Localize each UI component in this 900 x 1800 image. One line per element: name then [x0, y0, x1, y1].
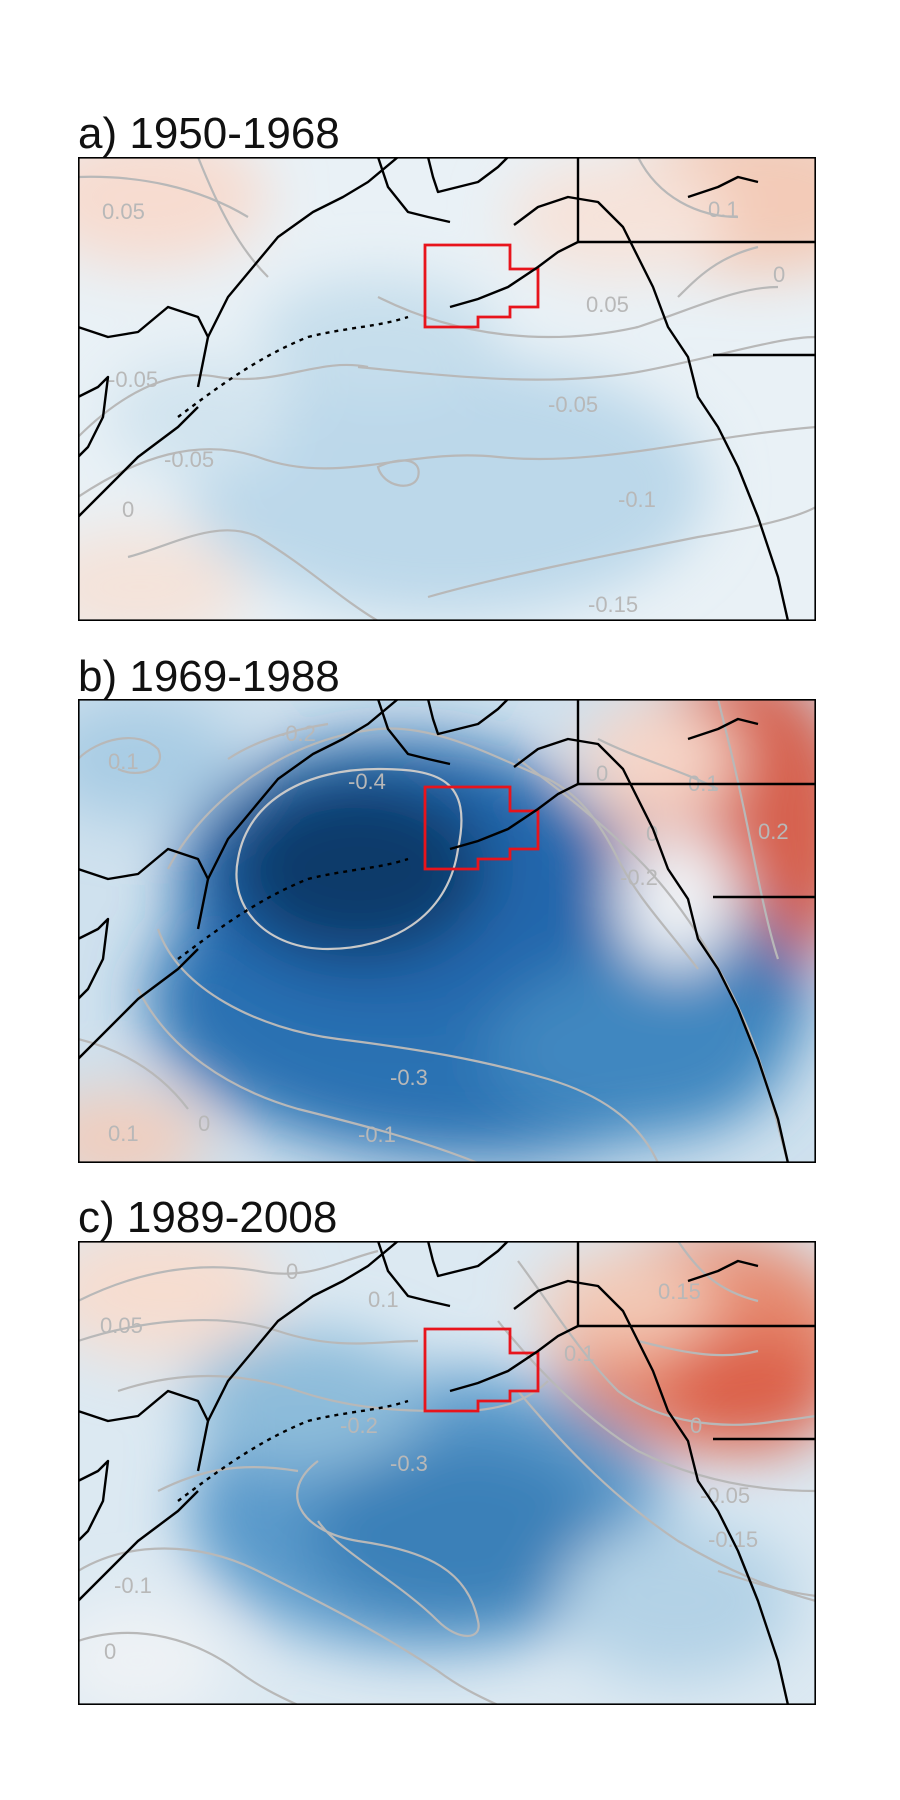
- map-frame: [78, 699, 816, 1163]
- svg-text:0: 0: [773, 262, 785, 287]
- svg-text:0: 0: [596, 761, 608, 786]
- anomaly-field: [78, 1241, 816, 1705]
- peninsula-coast: [449, 240, 579, 309]
- svg-text:-0.2: -0.2: [278, 721, 316, 746]
- svg-text:-0.15: -0.15: [588, 592, 638, 617]
- svg-text:-0.3: -0.3: [390, 1451, 428, 1476]
- panel-a-map: 0.05 0.1 0 0.05 -0.05 -0.05 -0.05 -0.1 0…: [78, 157, 816, 621]
- svg-text:0.1: 0.1: [564, 1341, 595, 1366]
- svg-text:0.1: 0.1: [108, 1121, 139, 1146]
- peninsula-coast: [449, 782, 579, 851]
- svg-text:0.1: 0.1: [108, 749, 139, 774]
- panel-c-svg: 0 0.05 0.1 0.15 -0.2 -0.3 0 -0.05 -0.15 …: [78, 1241, 816, 1705]
- svg-text:0.05: 0.05: [100, 1313, 143, 1338]
- svg-text:-0.05: -0.05: [164, 447, 214, 472]
- contour-lines: [78, 157, 816, 621]
- panel-b-title: b) 1969-1988: [78, 652, 340, 701]
- svg-text:-0.05: -0.05: [548, 392, 598, 417]
- svg-text:0.05: 0.05: [102, 199, 145, 224]
- svg-text:-0.2: -0.2: [620, 865, 658, 890]
- svg-text:0.05: 0.05: [586, 292, 629, 317]
- svg-text:-0.05: -0.05: [108, 367, 158, 392]
- peninsula-coast: [449, 1324, 579, 1393]
- svg-text:0: 0: [122, 497, 134, 522]
- contour-lines: [78, 1241, 816, 1705]
- svg-text:0: 0: [198, 1111, 210, 1136]
- svg-text:0.1: 0.1: [708, 197, 739, 222]
- map-frame: [78, 157, 816, 621]
- panel-a-title: a) 1950-1968: [78, 109, 340, 158]
- panel-c-title: c) 1989-2008: [78, 1193, 338, 1242]
- contour-labels: 0 0.05 0.1 0.15 -0.2 -0.3 0 -0.05 -0.15 …: [100, 1259, 758, 1664]
- svg-text:0.1: 0.1: [368, 1287, 399, 1312]
- study-region-outline: [423, 243, 540, 329]
- svg-text:0.2: 0.2: [758, 819, 789, 844]
- svg-text:-0.4: -0.4: [348, 769, 386, 794]
- panel-b-map: -0.2 -0.4 0 0.1 0.2 0 -0.2 -0.3 -0.1 0.1…: [78, 699, 816, 1163]
- svg-text:-0.2: -0.2: [340, 1413, 378, 1438]
- svg-text:-0.1: -0.1: [618, 487, 656, 512]
- map-frame: [78, 1241, 816, 1705]
- svg-text:0: 0: [104, 1639, 116, 1664]
- coastline: [78, 1241, 816, 1705]
- svg-text:0.15: 0.15: [658, 1279, 701, 1304]
- contour-labels: 0.05 0.1 0 0.05 -0.05 -0.05 -0.05 -0.1 0…: [102, 197, 785, 617]
- anomaly-field: [78, 699, 816, 1163]
- svg-text:0: 0: [690, 1413, 702, 1438]
- study-region-outline: [423, 785, 540, 871]
- panel-c-map: 0 0.05 0.1 0.15 -0.2 -0.3 0 -0.05 -0.15 …: [78, 1241, 816, 1705]
- study-region-outline: [423, 1327, 540, 1413]
- svg-text:-0.3: -0.3: [390, 1065, 428, 1090]
- svg-text:0: 0: [286, 1259, 298, 1284]
- svg-text:0: 0: [646, 821, 658, 846]
- svg-text:-0.1: -0.1: [114, 1573, 152, 1598]
- panel-b-svg: -0.2 -0.4 0 0.1 0.2 0 -0.2 -0.3 -0.1 0.1…: [78, 699, 816, 1163]
- panel-a-svg: 0.05 0.1 0 0.05 -0.05 -0.05 -0.05 -0.1 0…: [78, 157, 816, 621]
- svg-text:-0.1: -0.1: [358, 1122, 396, 1147]
